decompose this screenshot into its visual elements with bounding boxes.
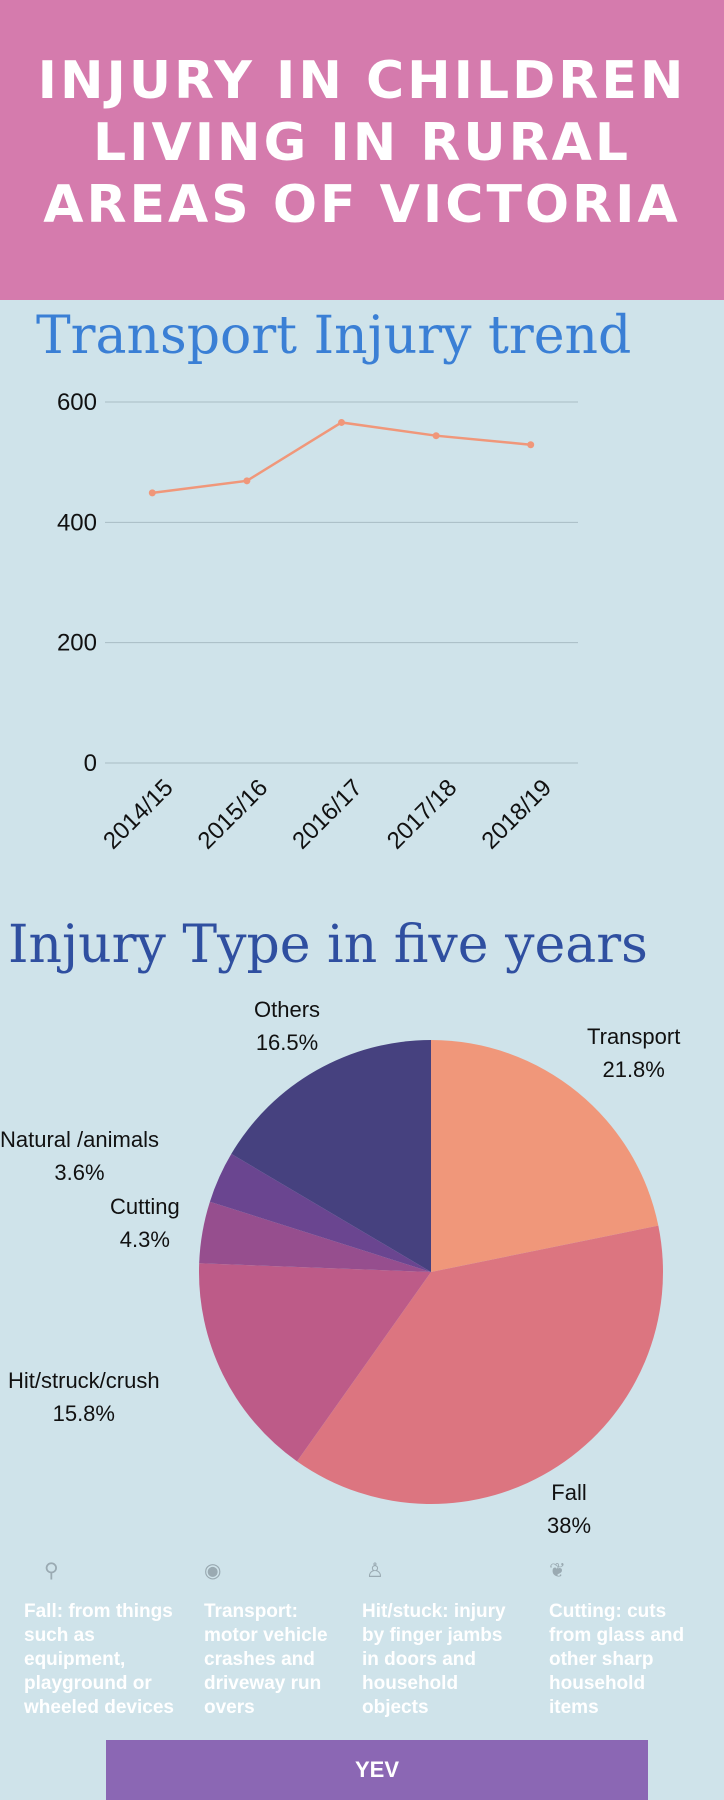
title-line-2: LIVING IN RURAL — [92, 113, 632, 173]
header-banner: INJURY IN CHILDREN LIVING IN RURAL AREAS… — [0, 0, 724, 300]
pie-slice-transport — [431, 1040, 659, 1272]
series-line — [152, 421, 531, 495]
x-tick-label: 2018/19 — [476, 774, 556, 854]
y-tick-label: 200 — [57, 630, 97, 657]
title-line-1: INJURY IN CHILDREN — [37, 51, 687, 111]
note-cutting: Cutting: cuts from glass and other sharp… — [549, 1601, 685, 1718]
data-point — [527, 441, 535, 449]
note-hit-stuck: Hit/stuck: injury by finger jambs in doo… — [362, 1601, 506, 1718]
data-point — [432, 432, 440, 440]
pie-slice-hit-struck-crush — [199, 1263, 431, 1462]
pie-slice-fall — [297, 1225, 663, 1504]
footer-label: YEV — [354, 1757, 400, 1782]
pie-chart-title: Injury Type in five years — [8, 915, 648, 975]
x-tick-label: 2016/17 — [287, 774, 367, 854]
y-tick-label: 400 — [57, 509, 97, 536]
pie-slice-cutting — [199, 1201, 431, 1272]
brain-icon: ❦ — [549, 1558, 566, 1582]
eye-icon: ◉ — [204, 1558, 222, 1582]
x-tick-label: 2015/16 — [193, 774, 273, 854]
note-transport: Transport: motor vehicle crashes and dri… — [204, 1601, 328, 1718]
pie-slice-natural-animals — [209, 1153, 431, 1272]
x-tick-label: 2014/15 — [98, 774, 178, 854]
y-tick-label: 0 — [84, 750, 97, 777]
pie-slice-others — [231, 1040, 431, 1272]
pie-label-others: Others 16.5% — [254, 997, 321, 1055]
person-icon: ♙ — [366, 1558, 384, 1582]
transport-trend-line-chart: 0 200 400 600 2014/15 2015/16 2016/17 2017/18 20… — [57, 389, 578, 855]
injury-type-pie-chart — [199, 1040, 663, 1504]
data-point — [148, 489, 156, 497]
balloon-icon: ⚲ — [44, 1558, 59, 1582]
trend-chart-title: Transport Injury trend — [36, 306, 632, 366]
pie-label-natural-animals: Natural /animals 3.6% — [0, 1127, 159, 1185]
data-point — [338, 418, 345, 426]
footer-bar: YEV — [106, 1740, 648, 1800]
y-tick-label: 600 — [57, 389, 97, 416]
x-tick-label: 2017/18 — [382, 774, 462, 854]
note-fall: Fall: from things such as equipment, pla… — [24, 1601, 174, 1718]
pie-label-transport: Transport 21.8% — [587, 1024, 681, 1082]
pie-label-cutting: Cutting 4.3% — [110, 1194, 180, 1252]
data-point — [243, 477, 251, 485]
pie-label-fall: Fall 38% — [547, 1480, 592, 1538]
title-line-3: AREAS OF VICTORIA — [43, 175, 681, 235]
pie-label-hit-struck-crush: Hit/struck/crush 15.8% — [8, 1368, 160, 1426]
